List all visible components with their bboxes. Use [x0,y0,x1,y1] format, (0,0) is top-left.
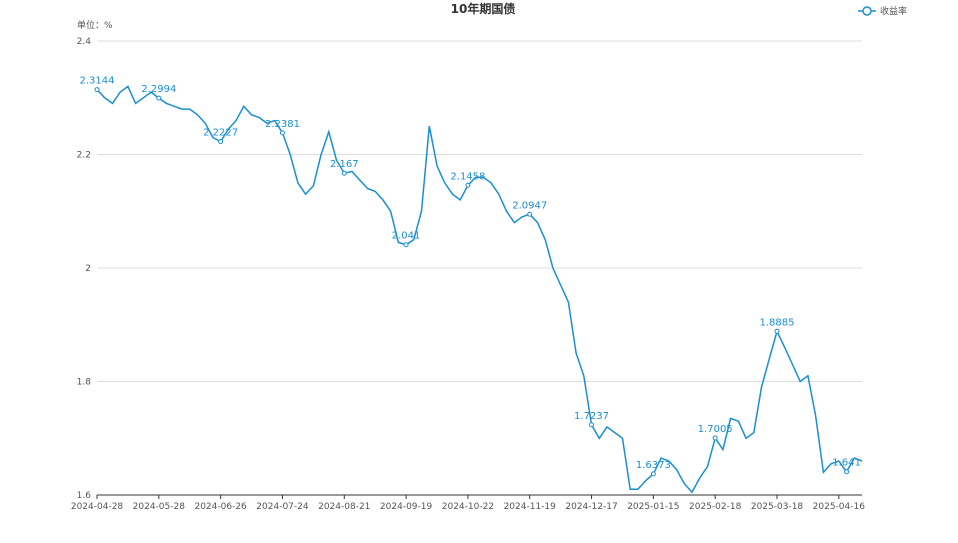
point [156,95,162,101]
point [774,328,780,334]
point [218,139,224,145]
x-tick-label: 2025-01-15 [627,502,679,512]
value-label: 2.2381 [265,119,300,130]
value-label: 1.8885 [760,317,795,328]
point [589,422,595,428]
y-tick-label: 1.6 [77,491,92,501]
x-tick-label: 2025-02-18 [689,502,742,512]
value-label: 2.3144 [80,76,115,87]
x-tick-label: 2024-07-24 [256,502,309,512]
y-tick-label: 1.8 [77,378,92,388]
x-tick-label: 2024-08-21 [318,502,370,512]
y-tick-label: 2.2 [77,151,91,161]
point [94,87,100,93]
y-tick-label: 2.4 [77,37,92,47]
legend-marker [862,6,872,16]
value-label: 2.167 [330,159,359,170]
x-tick-label: 2025-03-18 [751,502,804,512]
point [341,170,347,176]
x-tick-label: 2024-11-19 [504,502,557,512]
y-tick-label: 2 [85,264,91,274]
point [712,435,718,441]
x-tick-label: 2024-09-19 [380,502,433,512]
point [465,182,471,188]
value-label: 2.2227 [203,128,238,139]
value-label: 1.7237 [574,411,609,422]
x-tick-label: 2024-06-26 [194,502,247,512]
line [96,85,863,494]
y-unit-label: 单位：% [77,19,113,31]
point [403,242,409,248]
x-tick-label: 2024-05-28 [133,502,186,512]
point [527,211,533,217]
value-label: 2.041 [392,231,421,242]
value-label: 1.641 [832,458,861,469]
x-tick-label: 2024-04-28 [71,502,124,512]
value-label: 2.1458 [450,171,485,182]
legend-label: 收益率 [880,5,907,17]
value-label: 1.7005 [698,424,733,435]
value-label: 2.2994 [141,84,176,95]
x-tick-label: 2024-10-22 [442,502,494,512]
value-label: 1.6373 [636,460,671,471]
x-tick-label: 2025-04-16 [813,502,866,512]
x-tick-label: 2024-12-17 [565,502,617,512]
point [844,469,850,475]
chart-title: 10年期国债 [451,1,516,16]
point [279,130,285,136]
point [650,471,656,477]
value-label: 2.0947 [512,200,547,211]
